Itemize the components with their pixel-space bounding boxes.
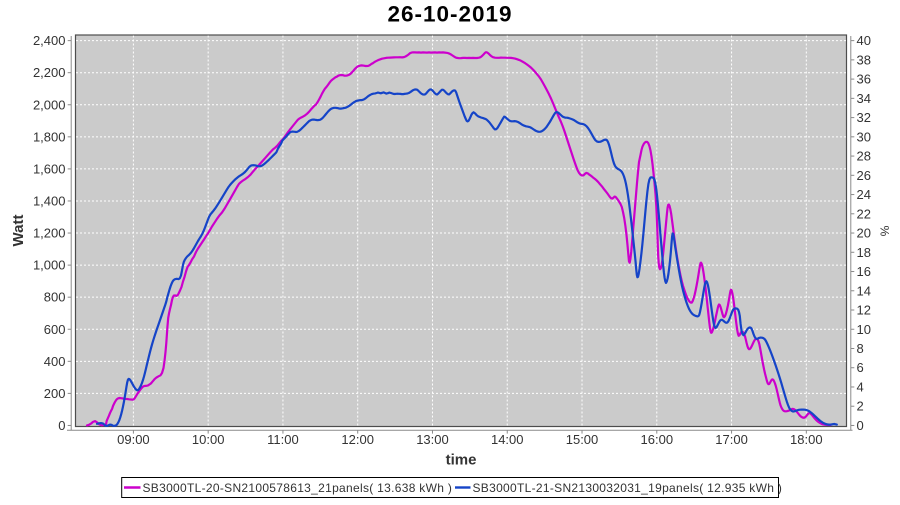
svg-text:12: 12: [857, 303, 871, 318]
svg-text:%: %: [878, 226, 892, 237]
svg-text:26-10-2019: 26-10-2019: [387, 2, 512, 27]
svg-text:8: 8: [857, 341, 864, 356]
svg-text:4: 4: [857, 379, 864, 394]
svg-text:16:00: 16:00: [641, 432, 674, 447]
svg-text:6: 6: [857, 360, 864, 375]
svg-text:1,200: 1,200: [33, 226, 66, 241]
svg-text:18:00: 18:00: [790, 432, 823, 447]
svg-text:18: 18: [857, 245, 871, 260]
svg-text:38: 38: [857, 52, 871, 67]
svg-text:SB3000TL-21-SN2130032031_19pan: SB3000TL-21-SN2130032031_19panels( 12.93…: [473, 481, 783, 495]
svg-text:17:00: 17:00: [715, 432, 748, 447]
svg-text:time: time: [446, 452, 477, 469]
svg-text:1,600: 1,600: [33, 161, 66, 176]
svg-text:13:00: 13:00: [416, 432, 449, 447]
svg-text:600: 600: [44, 322, 66, 337]
svg-text:15:00: 15:00: [566, 432, 599, 447]
svg-text:24: 24: [857, 187, 871, 202]
svg-text:28: 28: [857, 149, 871, 164]
svg-text:2: 2: [857, 399, 864, 414]
svg-text:34: 34: [857, 91, 871, 106]
svg-text:400: 400: [44, 354, 66, 369]
svg-text:200: 200: [44, 386, 66, 401]
svg-text:09:00: 09:00: [117, 432, 150, 447]
svg-text:32: 32: [857, 110, 871, 125]
svg-text:10:00: 10:00: [192, 432, 225, 447]
svg-text:2,400: 2,400: [33, 33, 66, 48]
svg-text:1,400: 1,400: [33, 193, 66, 208]
svg-text:36: 36: [857, 72, 871, 87]
svg-text:26: 26: [857, 168, 871, 183]
svg-text:22: 22: [857, 206, 871, 221]
svg-text:10: 10: [857, 322, 871, 337]
svg-text:14: 14: [857, 283, 871, 298]
svg-text:11:00: 11:00: [267, 432, 299, 447]
svg-text:0: 0: [58, 418, 65, 433]
svg-text:12:00: 12:00: [341, 432, 374, 447]
svg-text:1,800: 1,800: [33, 129, 66, 144]
svg-text:SB3000TL-20-SN2100578613_21pan: SB3000TL-20-SN2100578613_21panels( 13.63…: [143, 481, 453, 495]
svg-text:2,000: 2,000: [33, 97, 66, 112]
svg-text:Watt: Watt: [10, 215, 27, 247]
svg-text:40: 40: [857, 33, 871, 48]
svg-text:800: 800: [44, 290, 66, 305]
svg-text:2,200: 2,200: [33, 65, 66, 80]
svg-text:30: 30: [857, 129, 871, 144]
svg-text:20: 20: [857, 226, 871, 241]
svg-text:1,000: 1,000: [33, 258, 66, 273]
svg-text:14:00: 14:00: [491, 432, 524, 447]
svg-text:16: 16: [857, 264, 871, 279]
svg-text:0: 0: [857, 418, 864, 433]
